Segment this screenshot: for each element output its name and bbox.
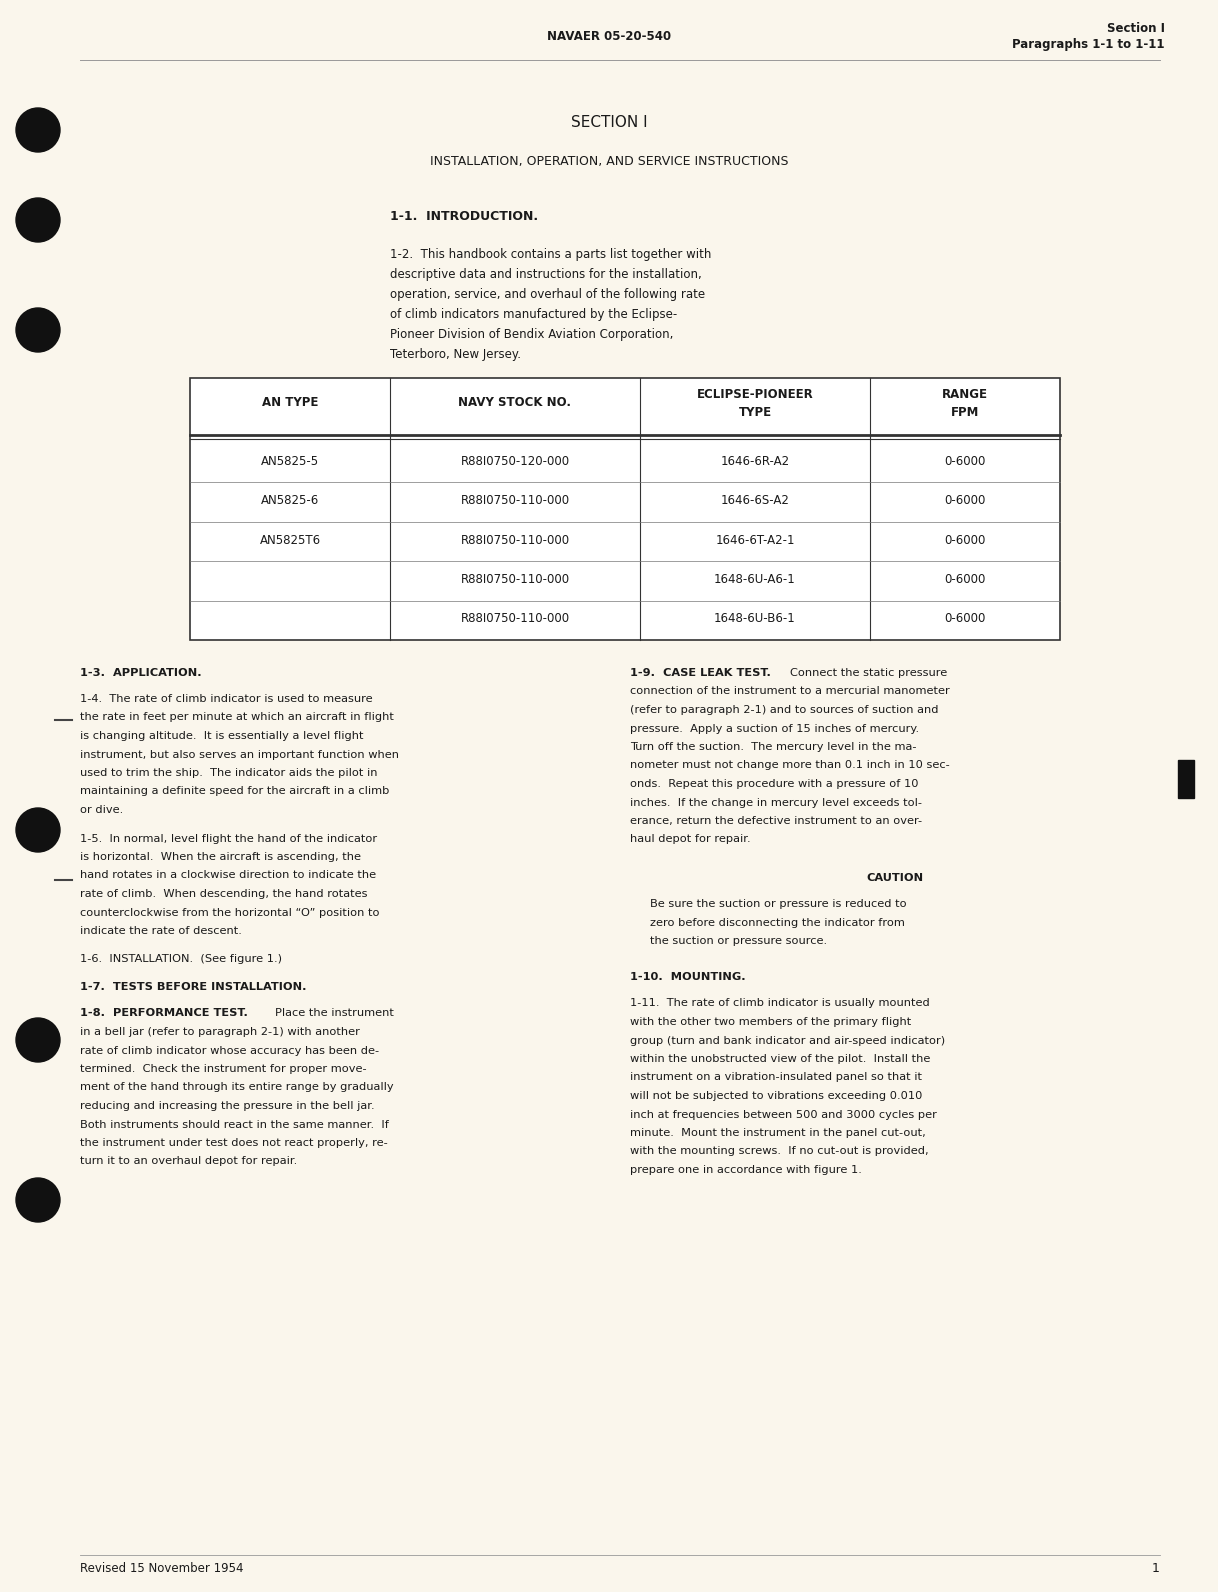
Text: erance, return the defective instrument to an over-: erance, return the defective instrument …: [630, 817, 922, 826]
Circle shape: [16, 197, 60, 242]
Text: 1-6.  INSTALLATION.  (See figure 1.): 1-6. INSTALLATION. (See figure 1.): [80, 955, 283, 965]
Text: reducing and increasing the pressure in the bell jar.: reducing and increasing the pressure in …: [80, 1102, 375, 1111]
Text: with the mounting screws.  If no cut-out is provided,: with the mounting screws. If no cut-out …: [630, 1146, 928, 1156]
Text: INSTALLATION, OPERATION, AND SERVICE INSTRUCTIONS: INSTALLATION, OPERATION, AND SERVICE INS…: [430, 154, 788, 169]
Text: within the unobstructed view of the pilot.  Install the: within the unobstructed view of the pilo…: [630, 1054, 931, 1063]
Text: group (turn and bank indicator and air-speed indicator): group (turn and bank indicator and air-s…: [630, 1035, 945, 1046]
Text: minute.  Mount the instrument in the panel cut-out,: minute. Mount the instrument in the pane…: [630, 1129, 926, 1138]
Text: the instrument under test does not react properly, re-: the instrument under test does not react…: [80, 1138, 387, 1148]
Text: descriptive data and instructions for the installation,: descriptive data and instructions for th…: [390, 267, 702, 282]
Text: pressure.  Apply a suction of 15 inches of mercury.: pressure. Apply a suction of 15 inches o…: [630, 723, 920, 734]
Text: of climb indicators manufactured by the Eclipse-: of climb indicators manufactured by the …: [390, 307, 677, 322]
Text: 0-6000: 0-6000: [944, 613, 985, 626]
Text: nometer must not change more than 0.1 inch in 10 sec-: nometer must not change more than 0.1 in…: [630, 761, 950, 771]
Text: operation, service, and overhaul of the following rate: operation, service, and overhaul of the …: [390, 288, 705, 301]
Circle shape: [16, 1178, 60, 1223]
Text: AN5825-6: AN5825-6: [261, 494, 319, 508]
Text: AN5825-5: AN5825-5: [261, 455, 319, 468]
Text: is changing altitude.  It is essentially a level flight: is changing altitude. It is essentially …: [80, 731, 363, 740]
Text: rate of climb.  When descending, the hand rotates: rate of climb. When descending, the hand…: [80, 888, 368, 899]
Text: 0-6000: 0-6000: [944, 533, 985, 546]
Text: 0-6000: 0-6000: [944, 573, 985, 586]
Text: prepare one in accordance with figure 1.: prepare one in accordance with figure 1.: [630, 1165, 862, 1175]
Text: termined.  Check the instrument for proper move-: termined. Check the instrument for prope…: [80, 1063, 367, 1075]
Text: maintaining a definite speed for the aircraft in a climb: maintaining a definite speed for the air…: [80, 786, 390, 796]
Text: turn it to an overhaul depot for repair.: turn it to an overhaul depot for repair.: [80, 1156, 297, 1167]
Text: counterclockwise from the horizontal “O” position to: counterclockwise from the horizontal “O”…: [80, 907, 380, 917]
Text: 1646-6R-A2: 1646-6R-A2: [720, 455, 789, 468]
Text: SECTION I: SECTION I: [571, 115, 647, 131]
Text: instrument on a vibration-insulated panel so that it: instrument on a vibration-insulated pane…: [630, 1073, 922, 1083]
Text: Teterboro, New Jersey.: Teterboro, New Jersey.: [390, 349, 521, 361]
Text: 1-11.  The rate of climb indicator is usually mounted: 1-11. The rate of climb indicator is usu…: [630, 998, 929, 1008]
Text: AN5825T6: AN5825T6: [259, 533, 320, 546]
Text: 1-1.  INTRODUCTION.: 1-1. INTRODUCTION.: [390, 210, 538, 223]
Text: 0-6000: 0-6000: [944, 455, 985, 468]
Text: CAUTION: CAUTION: [866, 872, 923, 884]
Text: is horizontal.  When the aircraft is ascending, the: is horizontal. When the aircraft is asce…: [80, 852, 361, 861]
Text: Turn off the suction.  The mercury level in the ma-: Turn off the suction. The mercury level …: [630, 742, 916, 751]
Text: 1-5.  In normal, level flight the hand of the indicator: 1-5. In normal, level flight the hand of…: [80, 834, 378, 844]
Text: Be sure the suction or pressure is reduced to: Be sure the suction or pressure is reduc…: [650, 899, 906, 909]
Circle shape: [16, 809, 60, 852]
Text: will not be subjected to vibrations exceeding 0.010: will not be subjected to vibrations exce…: [630, 1091, 922, 1102]
Circle shape: [16, 307, 60, 352]
Text: connection of the instrument to a mercurial manometer: connection of the instrument to a mercur…: [630, 686, 950, 697]
Text: R88I0750-110-000: R88I0750-110-000: [460, 533, 570, 546]
Text: or dive.: or dive.: [80, 806, 123, 815]
Text: 1648-6U-B6-1: 1648-6U-B6-1: [714, 613, 795, 626]
Text: ECLIPSE-PIONEER: ECLIPSE-PIONEER: [697, 388, 814, 401]
Text: 1-2.  This handbook contains a parts list together with: 1-2. This handbook contains a parts list…: [390, 248, 711, 261]
Text: AN TYPE: AN TYPE: [262, 396, 318, 409]
Text: used to trim the ship.  The indicator aids the pilot in: used to trim the ship. The indicator aid…: [80, 767, 378, 778]
Text: Section I: Section I: [1107, 22, 1164, 35]
Text: onds.  Repeat this procedure with a pressure of 10: onds. Repeat this procedure with a press…: [630, 778, 918, 790]
Text: with the other two members of the primary flight: with the other two members of the primar…: [630, 1017, 911, 1027]
Text: 0-6000: 0-6000: [944, 494, 985, 508]
Text: 1-3.  APPLICATION.: 1-3. APPLICATION.: [80, 669, 202, 678]
Text: R88I0750-120-000: R88I0750-120-000: [460, 455, 570, 468]
Text: inches.  If the change in mercury level exceeds tol-: inches. If the change in mercury level e…: [630, 798, 922, 807]
Text: in a bell jar (refer to paragraph 2-1) with another: in a bell jar (refer to paragraph 2-1) w…: [80, 1027, 359, 1036]
Text: R88I0750-110-000: R88I0750-110-000: [460, 613, 570, 626]
Text: Pioneer Division of Bendix Aviation Corporation,: Pioneer Division of Bendix Aviation Corp…: [390, 328, 674, 341]
Text: 1646-6T-A2-1: 1646-6T-A2-1: [715, 533, 795, 546]
Text: Both instruments should react in the same manner.  If: Both instruments should react in the sam…: [80, 1119, 389, 1129]
Text: Place the instrument: Place the instrument: [275, 1008, 393, 1019]
Text: Paragraphs 1-1 to 1-11: Paragraphs 1-1 to 1-11: [1012, 38, 1164, 51]
Text: zero before disconnecting the indicator from: zero before disconnecting the indicator …: [650, 917, 905, 928]
Bar: [1178, 759, 1194, 798]
Text: 1646-6S-A2: 1646-6S-A2: [721, 494, 789, 508]
Text: inch at frequencies between 500 and 3000 cycles per: inch at frequencies between 500 and 3000…: [630, 1110, 937, 1119]
Text: 1: 1: [1152, 1562, 1160, 1574]
Text: TYPE: TYPE: [738, 406, 771, 419]
Text: ment of the hand through its entire range by gradually: ment of the hand through its entire rang…: [80, 1083, 393, 1092]
Bar: [190, 377, 1060, 640]
Text: 1-9.  CASE LEAK TEST.: 1-9. CASE LEAK TEST.: [630, 669, 771, 678]
Text: 1-4.  The rate of climb indicator is used to measure: 1-4. The rate of climb indicator is used…: [80, 694, 373, 704]
Text: Revised 15 November 1954: Revised 15 November 1954: [80, 1562, 244, 1574]
Text: 1648-6U-A6-1: 1648-6U-A6-1: [714, 573, 795, 586]
Text: haul depot for repair.: haul depot for repair.: [630, 834, 750, 844]
Text: FPM: FPM: [951, 406, 979, 419]
Text: (refer to paragraph 2-1) and to sources of suction and: (refer to paragraph 2-1) and to sources …: [630, 705, 939, 715]
Text: R88I0750-110-000: R88I0750-110-000: [460, 573, 570, 586]
Text: NAVY STOCK NO.: NAVY STOCK NO.: [458, 396, 571, 409]
Text: indicate the rate of descent.: indicate the rate of descent.: [80, 927, 242, 936]
Text: Connect the static pressure: Connect the static pressure: [790, 669, 948, 678]
Text: rate of climb indicator whose accuracy has been de-: rate of climb indicator whose accuracy h…: [80, 1046, 379, 1055]
Text: R88I0750-110-000: R88I0750-110-000: [460, 494, 570, 508]
Text: hand rotates in a clockwise direction to indicate the: hand rotates in a clockwise direction to…: [80, 871, 376, 880]
Text: RANGE: RANGE: [942, 388, 988, 401]
Text: the suction or pressure source.: the suction or pressure source.: [650, 936, 827, 946]
Text: 1-8.  PERFORMANCE TEST.: 1-8. PERFORMANCE TEST.: [80, 1008, 248, 1019]
Text: 1-10.  MOUNTING.: 1-10. MOUNTING.: [630, 973, 745, 982]
Text: 1-7.  TESTS BEFORE INSTALLATION.: 1-7. TESTS BEFORE INSTALLATION.: [80, 982, 307, 992]
Circle shape: [16, 1017, 60, 1062]
Text: the rate in feet per minute at which an aircraft in flight: the rate in feet per minute at which an …: [80, 713, 393, 723]
Circle shape: [16, 108, 60, 151]
Text: instrument, but also serves an important function when: instrument, but also serves an important…: [80, 750, 400, 759]
Text: NAVAER 05-20-540: NAVAER 05-20-540: [547, 30, 671, 43]
